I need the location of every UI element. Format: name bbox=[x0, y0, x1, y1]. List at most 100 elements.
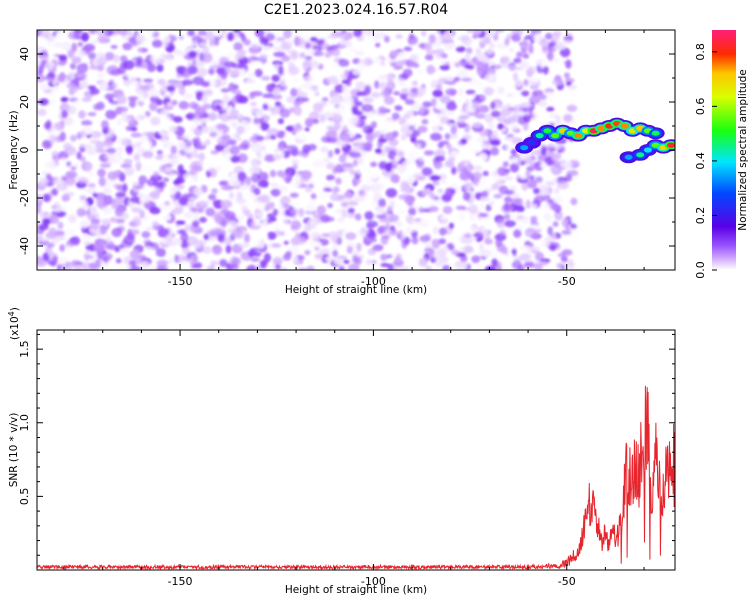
noise-cell bbox=[175, 81, 183, 90]
noise-cell bbox=[455, 205, 466, 210]
noise-cell bbox=[44, 121, 52, 130]
signal-cell bbox=[620, 123, 629, 129]
noise-cell bbox=[445, 160, 455, 168]
noise-cell bbox=[380, 89, 389, 98]
noise-cell bbox=[373, 183, 385, 190]
noise-cell bbox=[321, 135, 332, 143]
noise-cell bbox=[442, 206, 453, 214]
x-tick-label: -50 bbox=[558, 275, 576, 288]
noise-cell bbox=[537, 100, 548, 107]
noise-cell bbox=[96, 239, 108, 245]
noise-cell bbox=[552, 160, 560, 167]
noise-cell bbox=[38, 98, 50, 106]
noise-cell bbox=[548, 244, 557, 252]
noise-cell bbox=[561, 256, 568, 263]
noise-cell bbox=[364, 85, 372, 95]
noise-cell bbox=[72, 264, 84, 270]
noise-cell bbox=[258, 233, 269, 240]
noise-cell bbox=[226, 51, 236, 59]
noise-cell bbox=[229, 145, 240, 156]
noise-cell bbox=[460, 138, 468, 145]
noise-cell bbox=[177, 30, 186, 37]
signal-cell bbox=[520, 145, 529, 151]
noise-cell bbox=[570, 223, 577, 229]
noise-cell bbox=[532, 89, 544, 96]
noise-cell bbox=[525, 199, 532, 209]
noise-cell bbox=[366, 231, 377, 239]
noise-cell bbox=[465, 89, 476, 95]
noise-cell bbox=[405, 60, 417, 68]
noise-cell bbox=[150, 116, 161, 126]
noise-cell bbox=[279, 108, 291, 118]
noise-cell bbox=[162, 177, 170, 182]
noise-cell bbox=[431, 117, 439, 126]
noise-cell bbox=[547, 147, 557, 152]
noise-cell bbox=[531, 77, 540, 83]
noise-cell bbox=[358, 189, 365, 196]
noise-cell bbox=[212, 211, 223, 221]
noise-cell bbox=[154, 181, 167, 189]
noise-cell bbox=[566, 104, 578, 113]
noise-cell bbox=[199, 216, 207, 223]
noise-cell bbox=[109, 69, 122, 76]
noise-cell bbox=[371, 32, 383, 41]
noise-cell bbox=[160, 110, 170, 115]
noise-cell bbox=[496, 218, 506, 229]
noise-cell bbox=[311, 118, 320, 124]
noise-cell bbox=[563, 153, 572, 161]
noise-cell bbox=[100, 81, 108, 91]
noise-cell bbox=[279, 77, 287, 87]
noise-cell bbox=[524, 227, 537, 238]
noise-cell bbox=[238, 68, 246, 77]
noise-cell bbox=[570, 41, 579, 51]
noise-cell bbox=[526, 166, 535, 172]
noise-cell bbox=[39, 30, 51, 38]
noise-cell bbox=[193, 120, 203, 126]
noise-cell bbox=[354, 166, 363, 174]
noise-cell bbox=[289, 192, 299, 198]
noise-cell bbox=[523, 262, 536, 268]
noise-cell bbox=[327, 202, 333, 209]
noise-cell bbox=[50, 134, 56, 145]
noise-cell bbox=[336, 140, 348, 148]
noise-cell bbox=[265, 264, 273, 270]
noise-cell bbox=[483, 36, 491, 45]
noise-cell bbox=[547, 226, 553, 236]
noise-cell bbox=[435, 52, 444, 59]
noise-cell bbox=[159, 158, 170, 163]
noise-cell bbox=[428, 248, 435, 257]
noise-cell bbox=[182, 79, 194, 86]
noise-cell bbox=[202, 125, 209, 134]
y-tick-label: 1.0 bbox=[18, 414, 31, 432]
noise-cell bbox=[152, 171, 160, 179]
noise-cell bbox=[190, 255, 199, 265]
noise-cell bbox=[195, 142, 203, 150]
noise-cell bbox=[513, 57, 522, 64]
noise-cell bbox=[105, 109, 117, 120]
noise-cell bbox=[188, 196, 196, 201]
noise-cell bbox=[273, 51, 286, 58]
noise-cell bbox=[174, 238, 183, 245]
noise-cell bbox=[554, 210, 563, 221]
noise-cell bbox=[249, 136, 256, 142]
noise-cell bbox=[268, 83, 274, 93]
noise-cell bbox=[412, 80, 418, 86]
noise-cell bbox=[377, 138, 388, 143]
noise-cell bbox=[504, 196, 513, 203]
noise-cell bbox=[203, 89, 213, 96]
noise-cell bbox=[410, 137, 416, 142]
noise-cell bbox=[470, 149, 481, 154]
noise-cell bbox=[87, 183, 96, 188]
noise-cell bbox=[147, 30, 155, 35]
noise-cell bbox=[372, 244, 384, 252]
noise-cell bbox=[471, 101, 482, 111]
noise-cell bbox=[76, 207, 86, 217]
noise-cell bbox=[472, 34, 478, 39]
noise-cell bbox=[270, 188, 281, 197]
noise-cell bbox=[170, 145, 177, 155]
noise-cell bbox=[487, 123, 495, 129]
noise-cell bbox=[519, 40, 529, 49]
noise-cell bbox=[388, 230, 399, 236]
noise-cell bbox=[267, 128, 279, 136]
noise-cell bbox=[413, 62, 420, 69]
